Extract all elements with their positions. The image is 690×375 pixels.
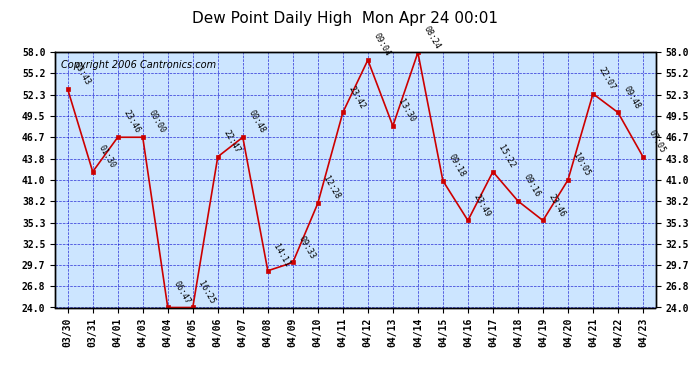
Text: 09:18: 09:18 [446,152,467,178]
Text: 22:07: 22:07 [597,65,617,92]
Text: 09:04: 09:04 [372,32,392,58]
Text: 14:11: 14:11 [272,242,292,268]
Text: Copyright 2006 Cantronics.com: Copyright 2006 Cantronics.com [61,60,217,70]
Text: 23:42: 23:42 [346,84,367,110]
Text: 00:00: 00:00 [146,109,167,135]
Text: 10:05: 10:05 [572,152,592,178]
Text: 15:22: 15:22 [497,143,517,170]
Text: 23:46: 23:46 [546,192,567,218]
Text: 23:49: 23:49 [472,192,492,218]
Text: 13:30: 13:30 [397,98,417,124]
Text: 22:47: 22:47 [221,128,242,154]
Text: 03:43: 03:43 [72,61,92,87]
Text: 09:33: 09:33 [297,234,317,260]
Text: 01:30: 01:30 [97,143,117,170]
Text: Dew Point Daily High  Mon Apr 24 00:01: Dew Point Daily High Mon Apr 24 00:01 [192,11,498,26]
Text: 12:28: 12:28 [322,175,342,201]
Text: 08:24: 08:24 [422,24,442,50]
Text: 00:48: 00:48 [246,109,267,135]
Text: 07:05: 07:05 [647,128,667,154]
Text: 23:46: 23:46 [121,109,141,135]
Text: 16:25: 16:25 [197,279,217,305]
Text: 09:16: 09:16 [522,172,542,199]
Text: 09:48: 09:48 [622,84,642,110]
Text: 06:47: 06:47 [172,279,192,305]
